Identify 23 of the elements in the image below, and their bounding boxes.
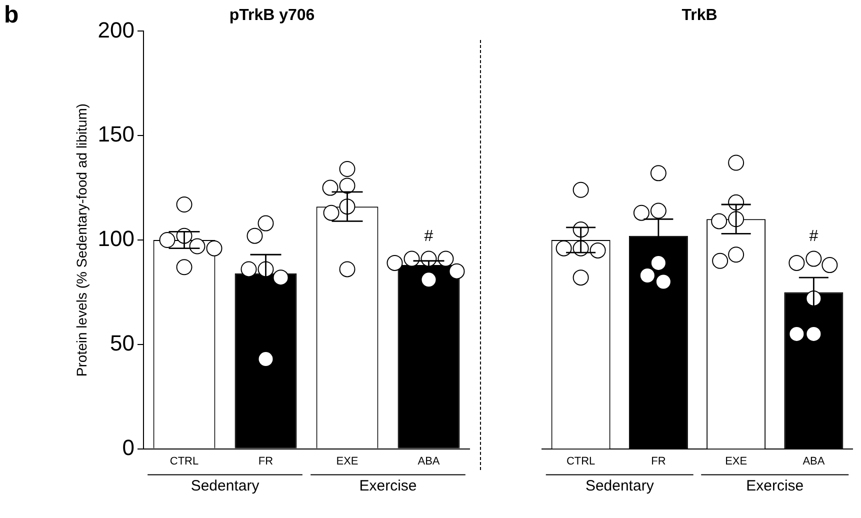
text: Exercise xyxy=(746,477,804,494)
text: Sedentary xyxy=(190,477,260,494)
chart-title: pTrkB y706 xyxy=(229,7,315,24)
x-tick-label: ABA xyxy=(802,455,826,468)
x-tick-label: FR xyxy=(651,455,666,468)
chart-title: TrkB xyxy=(682,7,718,24)
x-tick-label: CTRL xyxy=(170,455,199,468)
annotation: # xyxy=(424,228,434,246)
x-tick-label: ABA xyxy=(418,455,440,468)
x-tick-label: EXE xyxy=(336,455,358,468)
text: Exercise xyxy=(359,477,417,494)
y-tick-label: 100 xyxy=(98,226,135,252)
y-axis-title: Protein levels (% Sedentary-food ad libitum) xyxy=(73,103,90,377)
y-tick-label: 200 xyxy=(98,17,135,42)
x-tick-label: EXE xyxy=(725,455,748,468)
y-tick-label: 150 xyxy=(98,122,135,147)
x-tick-label: CTRL xyxy=(566,455,596,468)
text: b xyxy=(4,2,19,29)
annotation: # xyxy=(809,228,818,246)
text: Sedentary xyxy=(585,477,654,494)
y-tick-label: 0 xyxy=(122,434,135,460)
y-tick-label: 50 xyxy=(110,330,135,356)
x-tick-label: FR xyxy=(258,455,274,468)
